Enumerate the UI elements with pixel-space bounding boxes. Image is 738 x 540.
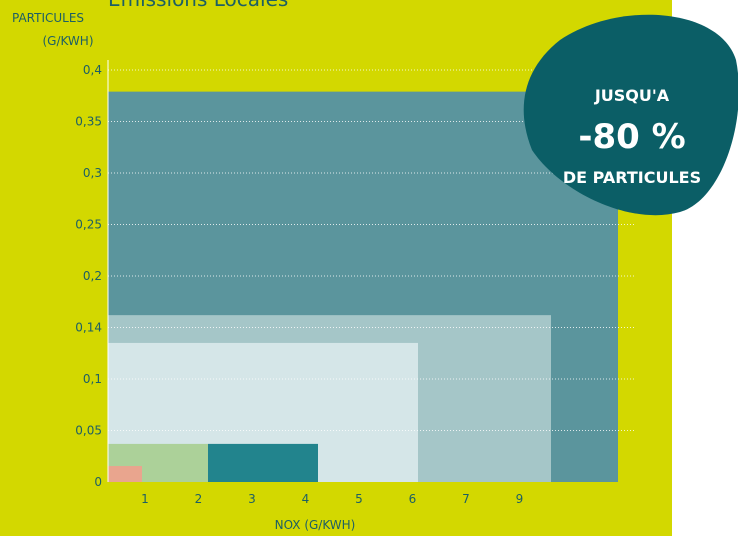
x-tick-label: 3 (248, 492, 256, 506)
y-tick-label: 0,3 (83, 166, 102, 180)
chart-title: Emissions Locales (108, 0, 288, 11)
badge-text: JUSQU'A (594, 86, 670, 105)
y-tick-label: 0,2 (83, 269, 102, 283)
badge-text: -80 % (578, 117, 685, 157)
x-tick-label: 7 (462, 492, 470, 506)
y-tick-label: 0,35 (75, 115, 102, 129)
x-tick-label: 5 (355, 492, 363, 506)
x-tick-label: 6 (409, 492, 417, 506)
badge-text: DE PARTICULES (563, 168, 701, 187)
x-tick-label: 4 (302, 492, 310, 506)
x-tick-label: 1 (141, 492, 149, 506)
x-axis-label: NOX (G/KWH) (275, 518, 356, 532)
y-tick-label: 0,05 (75, 424, 102, 438)
y-axis-label: (G/KWH) (42, 34, 93, 48)
x-tick-label: 2 (195, 492, 203, 506)
y-axis-label: PARTICULES (12, 11, 84, 25)
y-tick-label: 0,1 (83, 372, 102, 386)
x-tick-label: 9 (516, 492, 524, 506)
y-tick-label: 0,25 (75, 218, 102, 232)
y-tick-label: 0,14 (75, 321, 102, 335)
box (208, 443, 318, 482)
y-tick-label: 0,4 (83, 63, 102, 77)
badge (523, 14, 738, 216)
box (108, 466, 142, 482)
y-tick-label: 0 (94, 475, 102, 489)
